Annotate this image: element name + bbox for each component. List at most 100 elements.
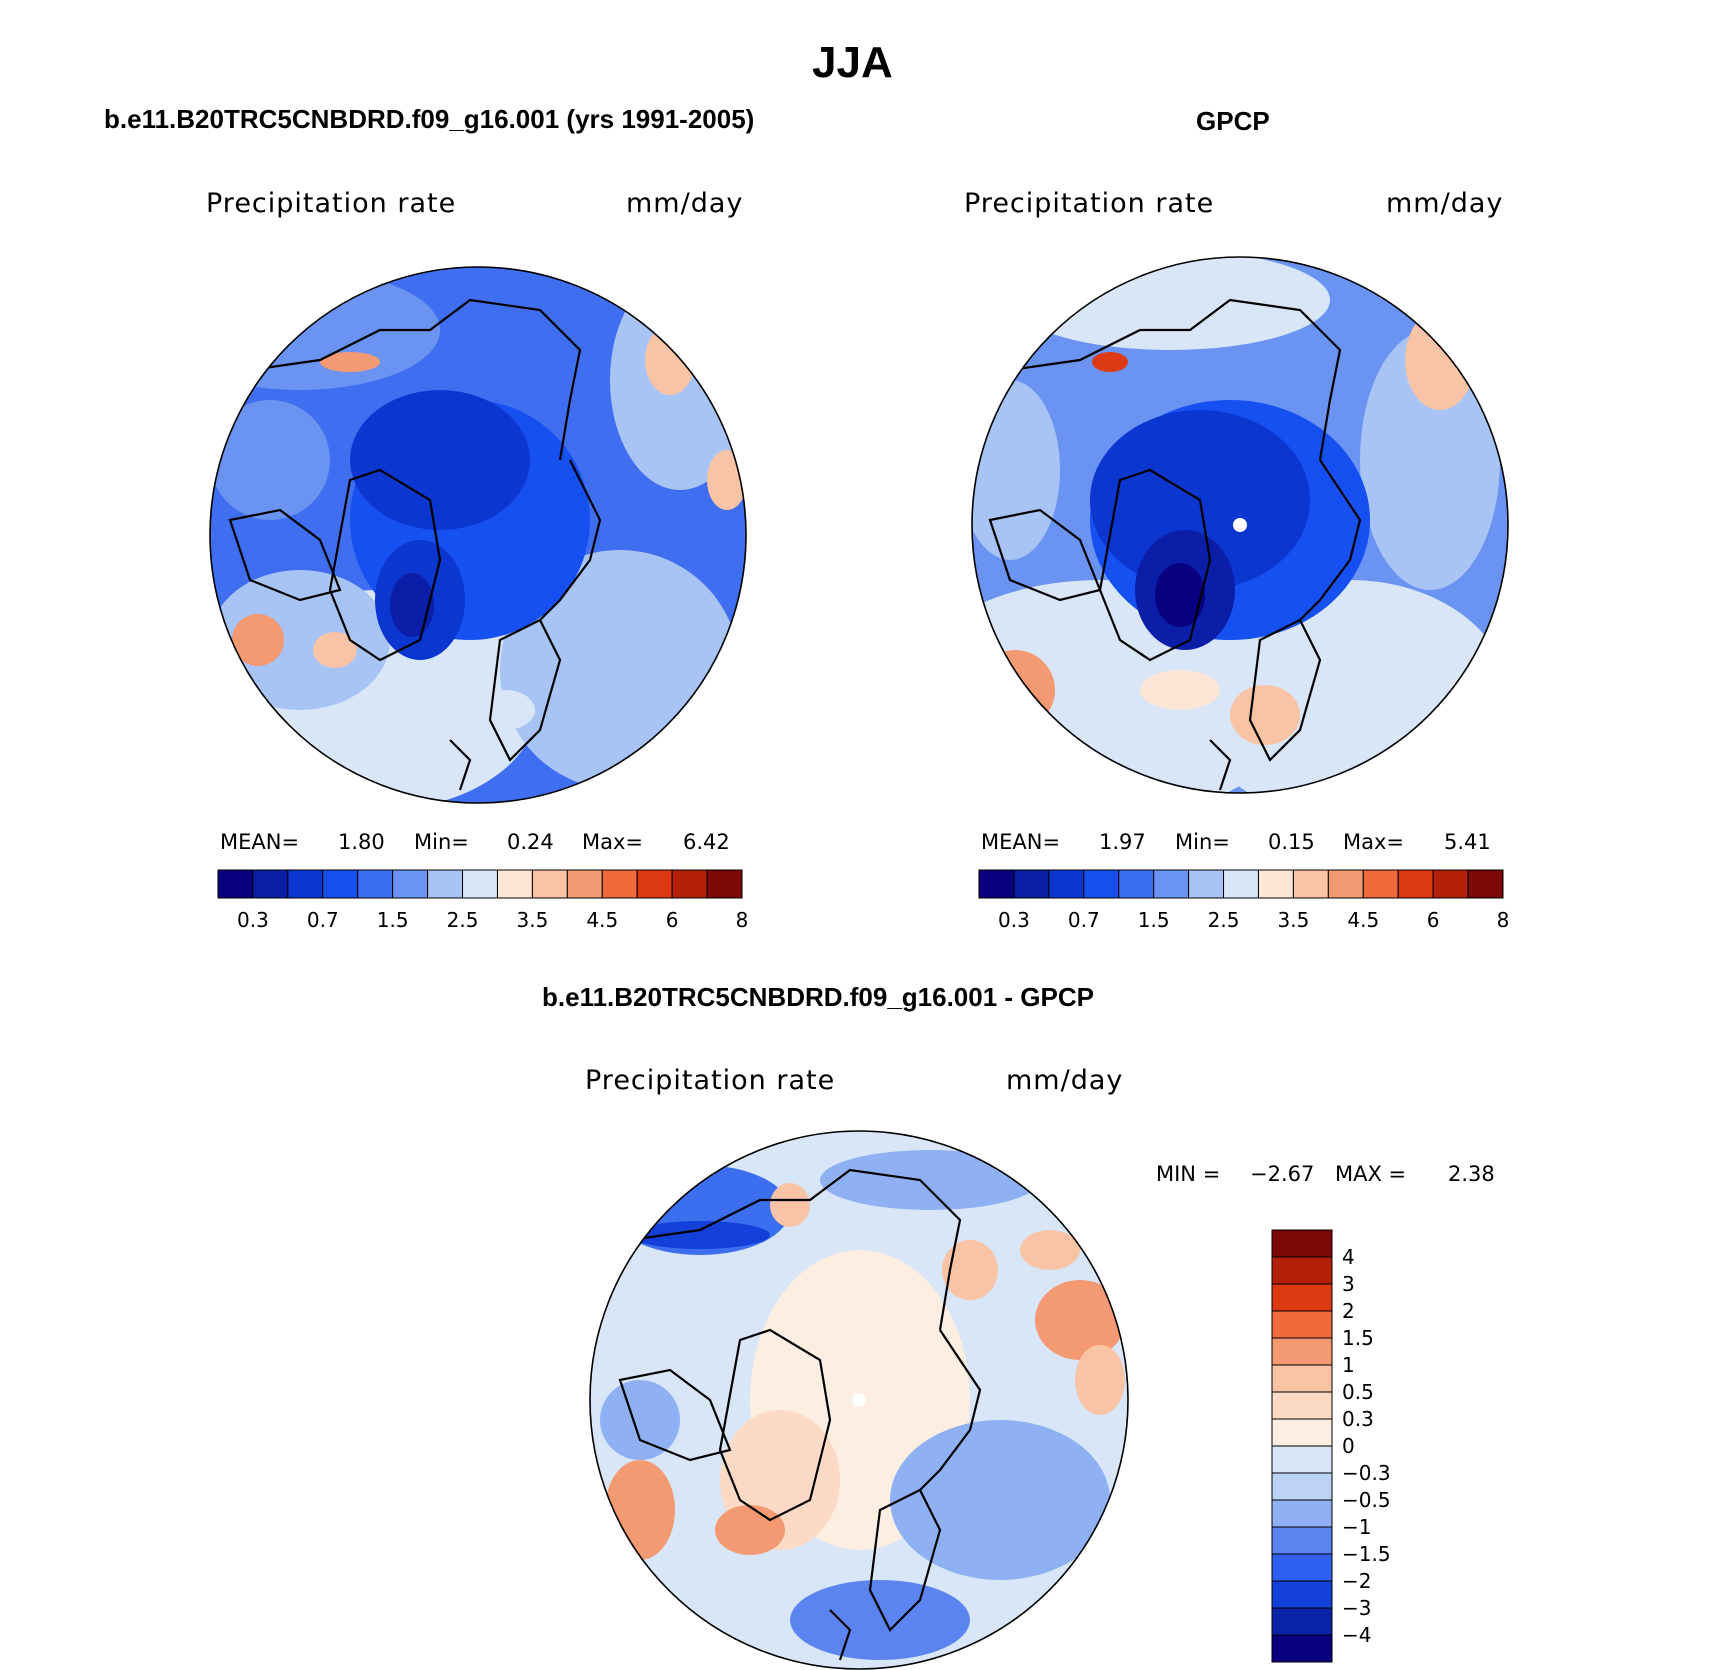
model-colorbar-tick-label: 3.5 — [516, 908, 549, 932]
model-colorbar-tick-label: 1.5 — [376, 908, 409, 932]
obs-colorbar-tick-label: 1.5 — [1137, 908, 1170, 932]
model-colorbar-box — [252, 869, 289, 899]
model-colorbar-tick-label: 0.3 — [237, 908, 269, 932]
obs-mean-value: 1.97 — [1099, 830, 1146, 854]
obs-colorbar-tick-label: 6 — [1426, 908, 1440, 932]
diff-colorbar-box — [1271, 1607, 1333, 1636]
model-colorbar-box — [287, 869, 324, 899]
model-colorbar-box — [427, 869, 464, 899]
obs-colorbar-box — [1153, 869, 1190, 899]
model-colorbar-box — [531, 869, 568, 899]
obs-colorbar-box — [1397, 869, 1434, 899]
model-colorbar-tick-label: 0.7 — [306, 908, 339, 932]
diff-colorbar — [1271, 1229, 1333, 1663]
model-colorbar-box — [636, 869, 673, 899]
diff-colorbar-tick-label: 2 — [1342, 1299, 1355, 1323]
diff-colorbar-box — [1271, 1364, 1333, 1393]
model-colorbar-box — [566, 869, 603, 899]
diff-colorbar-box — [1271, 1256, 1333, 1285]
diff-colorbar-box — [1271, 1445, 1333, 1474]
obs-colorbar-box — [1048, 869, 1085, 899]
diff-colorbar-tick-label: 0.3 — [1342, 1407, 1374, 1431]
diff-colorbar-box — [1271, 1580, 1333, 1609]
obs-max-label: Max= — [1343, 830, 1405, 854]
obs-variable-label: Precipitation rate — [964, 188, 1215, 219]
obs-colorbar-tick-label: 8 — [1496, 908, 1510, 932]
obs-colorbar-box — [1257, 869, 1294, 899]
diff-min-label: MIN = — [1156, 1162, 1221, 1186]
model-colorbar-box — [217, 869, 254, 899]
obs-colorbar-box — [1118, 869, 1155, 899]
obs-colorbar — [978, 869, 1504, 899]
obs-colorbar-tick-label: 0.7 — [1067, 908, 1100, 932]
obs-colorbar-box — [978, 869, 1015, 899]
diff-max-label: MAX = — [1335, 1162, 1407, 1186]
obs-panel-title: GPCP — [1196, 106, 1270, 136]
model-max-value: 6.42 — [683, 830, 730, 854]
obs-colorbar-box — [1467, 869, 1504, 899]
model-colorbar-box — [462, 869, 498, 899]
model-mean-label: MEAN= — [220, 830, 300, 854]
obs-units-label: mm/day — [1386, 188, 1504, 219]
model-min-value: 0.24 — [507, 830, 554, 854]
obs-max-value: 5.41 — [1444, 830, 1491, 854]
diff-colorbar-box — [1271, 1472, 1333, 1501]
diff-colorbar-box — [1271, 1391, 1333, 1420]
obs-colorbar-box — [1362, 869, 1399, 899]
diff-colorbar-box — [1271, 1283, 1333, 1312]
diff-colorbar-tick-label: −1.5 — [1342, 1542, 1391, 1566]
obs-colorbar-box — [1188, 869, 1225, 899]
model-colorbar-box — [601, 869, 638, 899]
obs-mean-label: MEAN= — [981, 830, 1061, 854]
diff-colorbar-tick-label: 1.5 — [1342, 1326, 1374, 1350]
obs-min-label: Min= — [1175, 830, 1230, 854]
model-colorbar-box — [322, 869, 359, 899]
model-colorbar-box — [392, 869, 429, 899]
obs-colorbar-tick-label: 2.5 — [1207, 908, 1240, 932]
diff-colorbar-box — [1271, 1229, 1333, 1258]
diff-colorbar-tick-label: −4 — [1342, 1623, 1372, 1647]
diff-map — [589, 1130, 1129, 1670]
diff-colorbar-tick-label: 4 — [1342, 1245, 1355, 1269]
model-colorbar-box — [706, 869, 743, 899]
diff-colorbar-tick-label: −3 — [1342, 1596, 1372, 1620]
obs-colorbar-box — [1432, 869, 1469, 899]
diff-colorbar-box — [1271, 1310, 1333, 1339]
obs-colorbar-tick-label: 3.5 — [1277, 908, 1310, 932]
model-colorbar-box — [496, 869, 533, 899]
model-panel-title: b.e11.B20TRC5CNBDRD.f09_g16.001 (yrs 199… — [104, 104, 755, 134]
obs-colorbar-tick-label: 0.3 — [998, 908, 1030, 932]
obs-colorbar-box — [1083, 869, 1120, 899]
obs-colorbar-box — [1292, 869, 1329, 899]
diff-colorbar-tick-label: 1 — [1342, 1353, 1355, 1377]
diff-colorbar-tick-label: −1 — [1342, 1515, 1372, 1539]
diff-colorbar-tick-label: 0.5 — [1342, 1380, 1374, 1404]
diff-units-label: mm/day — [1006, 1065, 1124, 1096]
model-colorbar-tick-label: 8 — [735, 908, 749, 932]
model-colorbar-tick-label: 2.5 — [446, 908, 479, 932]
diff-colorbar-tick-label: 3 — [1342, 1272, 1355, 1296]
diff-colorbar-box — [1271, 1499, 1333, 1528]
obs-colorbar-box — [1013, 869, 1050, 899]
diff-min-value: −2.67 — [1250, 1162, 1315, 1186]
model-variable-label: Precipitation rate — [206, 188, 457, 219]
diff-max-value: 2.38 — [1448, 1162, 1495, 1186]
diff-colorbar-box — [1271, 1418, 1333, 1447]
model-colorbar-tick-label: 4.5 — [586, 908, 619, 932]
model-units-label: mm/day — [626, 188, 744, 219]
obs-colorbar-tick-label: 4.5 — [1347, 908, 1380, 932]
diff-colorbar-tick-label: −2 — [1342, 1569, 1372, 1593]
obs-min-value: 0.15 — [1268, 830, 1315, 854]
model-max-label: Max= — [582, 830, 644, 854]
obs-map — [971, 256, 1509, 794]
main-title: JJA — [812, 38, 893, 87]
model-min-label: Min= — [414, 830, 469, 854]
obs-colorbar-box — [1223, 869, 1259, 899]
diff-panel-title: b.e11.B20TRC5CNBDRD.f09_g16.001 - GPCP — [542, 982, 1094, 1012]
model-map — [209, 266, 747, 804]
diff-colorbar-box — [1271, 1337, 1333, 1366]
diff-colorbar-tick-label: −0.3 — [1342, 1461, 1391, 1485]
diff-colorbar-tick-label: −0.5 — [1342, 1488, 1391, 1512]
diff-colorbar-tick-label: 0 — [1342, 1434, 1355, 1458]
